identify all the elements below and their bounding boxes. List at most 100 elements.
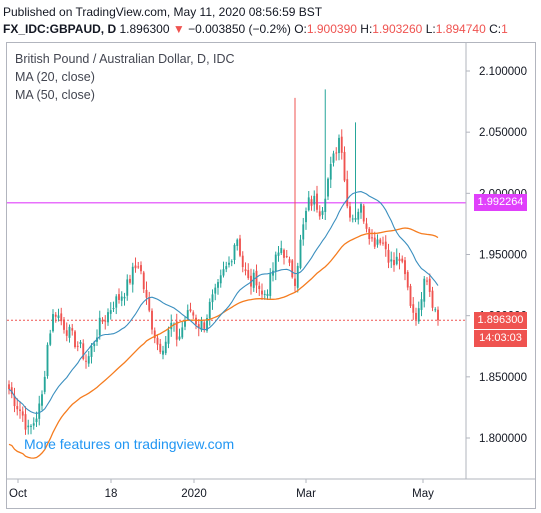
candle-body <box>112 308 115 310</box>
candle-body <box>390 259 393 262</box>
candle-body <box>305 210 307 223</box>
candle-body <box>21 411 24 416</box>
candle-body <box>437 309 439 321</box>
candle-body <box>140 265 142 272</box>
last-price-tag: 1.896300 <box>474 311 527 329</box>
candle-body <box>178 336 181 340</box>
candle-body <box>241 255 244 268</box>
candle-body <box>82 343 85 359</box>
candle-body <box>90 346 93 357</box>
candle-body <box>65 330 68 336</box>
candle-body <box>186 310 189 319</box>
ma20-legend[interactable]: MA (20, close) <box>15 70 95 84</box>
candle-body <box>310 199 313 206</box>
candle-body <box>123 296 126 299</box>
low-label: L: <box>425 22 436 36</box>
candle-body <box>387 249 390 263</box>
candle-body <box>316 193 318 210</box>
candle-body <box>263 293 266 295</box>
candle-body <box>24 414 27 430</box>
candle-body <box>252 272 255 288</box>
close-label: C: <box>489 22 502 36</box>
candle-body <box>79 342 82 344</box>
candle-body <box>269 273 272 296</box>
x-tick-label: 2020 <box>181 488 207 500</box>
candle-body <box>211 294 214 303</box>
candle-body <box>107 312 109 323</box>
candle-body <box>318 211 321 217</box>
candle-body <box>371 237 373 239</box>
candle-body <box>104 320 107 322</box>
published-line: Published on TradingView.com, May 11, 20… <box>3 5 323 19</box>
y-tick-label: 1.800000 <box>479 433 527 445</box>
candle-body <box>395 256 398 265</box>
candle-body <box>343 151 346 181</box>
candle-body <box>225 266 228 270</box>
close-value: 1 <box>501 22 508 36</box>
candle-body <box>76 345 79 347</box>
ohlc-line: FX_IDC:GBPAUD, D 1.896300 ▼ −0.003850 (−… <box>3 22 508 36</box>
y-tick-label: 1.850000 <box>479 372 527 384</box>
candle-body <box>349 206 351 218</box>
candle-body <box>406 272 409 288</box>
candle-body <box>434 309 437 311</box>
candle-body <box>272 270 274 276</box>
candle-body <box>189 309 192 312</box>
candle-body <box>164 341 167 354</box>
candle-body <box>115 296 118 308</box>
candle-body <box>409 286 412 306</box>
candle-body <box>85 360 87 362</box>
candle-body <box>208 301 211 319</box>
symbol-label: FX_IDC:GBPAUD, D <box>3 22 117 36</box>
candle-body <box>258 285 261 289</box>
candle-body <box>32 423 35 426</box>
candle-body <box>16 406 19 410</box>
candle-body <box>291 260 294 278</box>
candle-body <box>283 249 285 258</box>
candle-body <box>398 258 401 262</box>
candle-body <box>379 239 382 244</box>
high-value: 1.903260 <box>372 22 423 36</box>
candle-body <box>431 290 434 308</box>
candle-body <box>329 164 332 180</box>
candle-body <box>217 282 219 288</box>
candle-body <box>101 319 104 322</box>
candle-body <box>195 317 197 325</box>
candle-body <box>175 321 178 340</box>
candle-body <box>142 272 145 290</box>
candle-body <box>384 241 387 250</box>
candle-body <box>324 198 327 212</box>
candle-body <box>145 289 148 298</box>
candle-body <box>404 260 406 275</box>
candle-body <box>13 395 16 407</box>
countdown-tag: 14:03:03 <box>474 330 527 348</box>
candle-body <box>296 265 299 288</box>
candle-body <box>63 319 65 330</box>
candle-body <box>376 239 379 245</box>
candle-body <box>43 376 46 392</box>
candle-body <box>332 153 335 163</box>
candle-body <box>412 304 415 313</box>
candle-body <box>417 308 420 322</box>
candle-body <box>327 178 329 197</box>
candle-body <box>148 297 151 311</box>
candle-body <box>35 418 38 423</box>
candle-body <box>228 262 230 265</box>
candle-body <box>19 409 21 411</box>
candle-body <box>239 238 241 256</box>
candle-body <box>214 287 217 294</box>
candle-body <box>340 136 343 153</box>
candle-body <box>57 315 60 318</box>
down-arrow-icon: ▼ <box>172 22 185 36</box>
change-value: −0.003850 (−0.2%) <box>188 22 291 36</box>
candle-body <box>54 314 57 317</box>
candle-body <box>420 299 423 310</box>
open-value: 1.900390 <box>306 22 357 36</box>
candle-body <box>288 259 291 263</box>
candle-body <box>167 330 170 344</box>
candle-body <box>74 331 76 348</box>
ma50-legend[interactable]: MA (50, close) <box>15 88 95 102</box>
promo-link[interactable]: More features on tradingview.com <box>24 436 235 452</box>
candle-body <box>230 261 233 263</box>
